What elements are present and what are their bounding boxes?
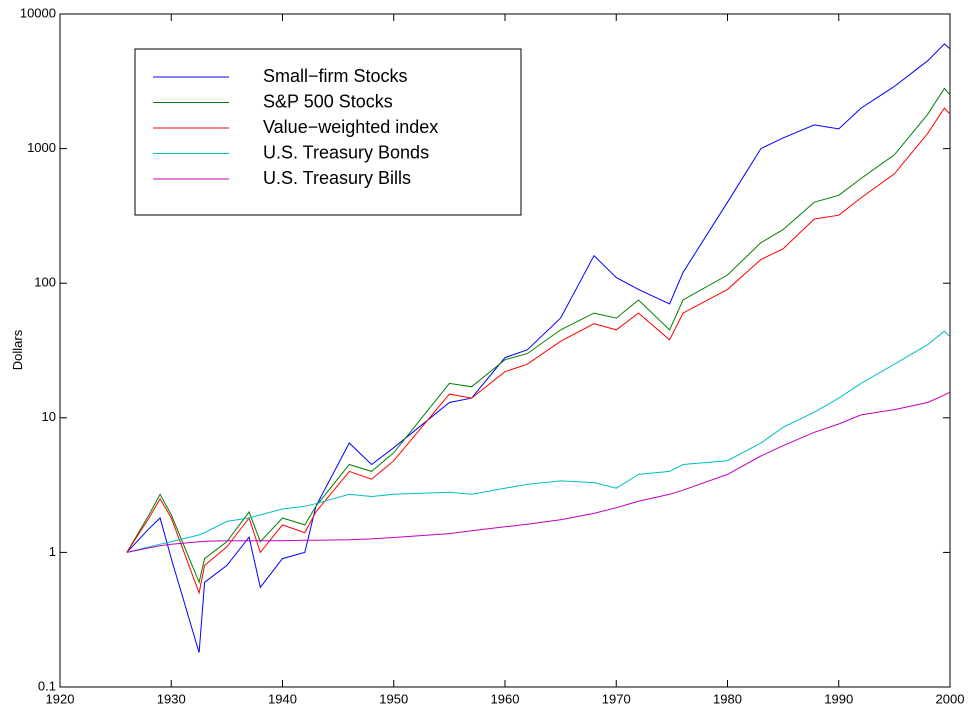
x-tick-label: 1990 (824, 691, 853, 706)
legend-label: Value−weighted index (263, 117, 438, 137)
x-tick-label: 1930 (157, 691, 186, 706)
series-line (126, 43, 951, 653)
x-tick-label: 1950 (379, 691, 408, 706)
x-tick-label: 1960 (491, 691, 520, 706)
y-axis-label: Dollars (10, 329, 25, 370)
y-tick-label: 0.1 (38, 678, 56, 693)
y-tick-label: 1 (49, 544, 56, 559)
x-tick-label: 2000 (936, 691, 965, 706)
y-tick-label: 10000 (20, 5, 56, 20)
legend-label: Small−firm Stocks (263, 66, 408, 86)
x-tick-label: 1980 (713, 691, 742, 706)
x-tick-label: 1970 (602, 691, 631, 706)
y-tick-label: 1000 (27, 140, 56, 155)
y-tick-label: 100 (34, 275, 56, 290)
legend-label: S&P 500 Stocks (263, 91, 393, 111)
legend-label: U.S. Treasury Bills (263, 168, 411, 188)
series-line (126, 107, 951, 595)
series-line (126, 391, 951, 553)
legend-label: U.S. Treasury Bonds (263, 142, 429, 162)
y-tick-label: 10 (42, 409, 56, 424)
series-line (126, 87, 951, 584)
series-line (126, 330, 951, 553)
x-tick-label: 1940 (268, 691, 297, 706)
x-tick-label: 1920 (46, 691, 75, 706)
